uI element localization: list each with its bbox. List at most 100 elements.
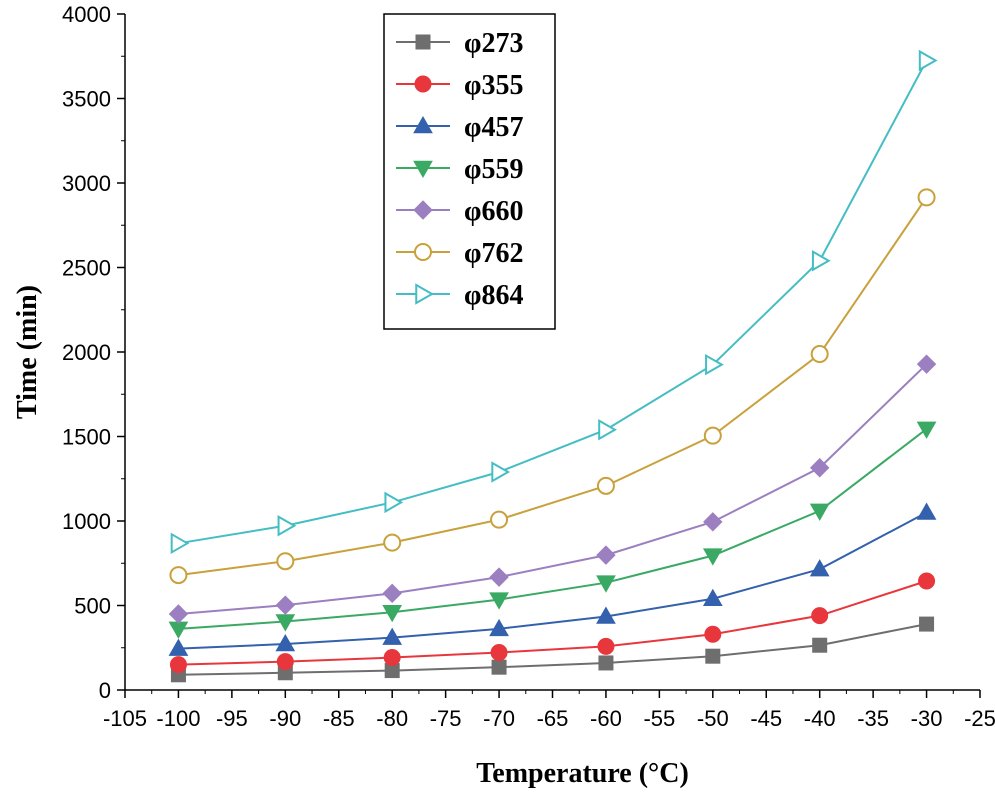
legend-item: φ559 bbox=[396, 154, 523, 185]
y-tick-label: 1000 bbox=[62, 509, 111, 534]
data-point bbox=[596, 575, 616, 593]
data-point bbox=[490, 510, 509, 529]
legend-label: φ355 bbox=[464, 70, 523, 101]
data-point bbox=[491, 659, 507, 675]
series-φ355 bbox=[169, 572, 936, 674]
y-tick-label: 2000 bbox=[62, 340, 111, 365]
data-point bbox=[809, 559, 830, 577]
data-point bbox=[491, 461, 511, 483]
data-point bbox=[597, 637, 615, 655]
series-φ559 bbox=[168, 421, 937, 639]
data-point bbox=[489, 592, 509, 610]
data-point bbox=[596, 476, 615, 495]
legend-marker bbox=[415, 34, 431, 50]
x-axis-title: Temperature (°C) bbox=[476, 758, 689, 789]
data-point bbox=[705, 353, 724, 376]
series-line bbox=[178, 60, 928, 545]
data-point bbox=[811, 250, 831, 272]
y-tick-label: 3000 bbox=[62, 171, 111, 196]
legend-box bbox=[383, 13, 556, 330]
data-point bbox=[169, 566, 188, 585]
data-point bbox=[275, 595, 296, 615]
legend: φ273 φ355 φ457 φ559 φ660 φ762 φ864 bbox=[383, 13, 556, 330]
data-point bbox=[170, 532, 190, 555]
data-point bbox=[489, 567, 509, 587]
data-point bbox=[596, 545, 616, 565]
legend-label: φ273 bbox=[464, 28, 523, 59]
axes: -105 -100 -95 -90 -85 -80 -75 -70 -65 -60 -55 -50 -4… bbox=[62, 2, 995, 731]
data-point bbox=[704, 625, 722, 643]
legend-item: φ660 bbox=[396, 196, 523, 227]
x-tick-label: -90 bbox=[269, 706, 301, 731]
data-point bbox=[276, 552, 295, 571]
data-point bbox=[919, 616, 935, 632]
x-tick-label: -70 bbox=[483, 706, 515, 731]
series-line bbox=[178, 363, 928, 615]
data-point bbox=[275, 634, 296, 652]
y-tick-label: 2500 bbox=[62, 256, 111, 281]
data-point bbox=[382, 583, 402, 604]
data-point bbox=[917, 188, 936, 207]
y-tick-label: 3500 bbox=[62, 87, 111, 112]
legend-item: φ355 bbox=[396, 70, 523, 101]
x-tick-label: -55 bbox=[643, 706, 675, 731]
data-point bbox=[812, 637, 828, 653]
series-layer bbox=[168, 49, 938, 683]
data-point bbox=[489, 618, 509, 637]
data-point bbox=[277, 515, 297, 537]
legend-marker bbox=[413, 115, 433, 134]
legend-label: φ457 bbox=[464, 112, 523, 143]
data-point bbox=[809, 503, 830, 521]
series-line bbox=[178, 428, 928, 630]
data-point bbox=[702, 588, 723, 606]
data-point bbox=[598, 419, 617, 441]
data-point bbox=[705, 648, 721, 664]
legend-item: φ864 bbox=[396, 280, 523, 311]
y-tick-label: 4000 bbox=[62, 2, 111, 27]
x-tick-label: -85 bbox=[323, 706, 355, 731]
x-tick-label: -45 bbox=[750, 706, 782, 731]
data-point bbox=[916, 502, 937, 520]
x-tick-label: -105 bbox=[103, 706, 147, 731]
legend-label: φ762 bbox=[464, 238, 523, 269]
data-point bbox=[168, 621, 189, 639]
legend-marker bbox=[414, 243, 432, 261]
data-point bbox=[598, 655, 614, 671]
legend-label: φ559 bbox=[464, 154, 523, 185]
legend-marker bbox=[415, 283, 435, 305]
x-tick-label: -50 bbox=[697, 706, 729, 731]
x-tick-label: -60 bbox=[590, 706, 622, 731]
data-point bbox=[384, 491, 404, 514]
x-tick-label: -75 bbox=[430, 706, 462, 731]
x-tick-label: -30 bbox=[911, 706, 943, 731]
legend-marker bbox=[414, 75, 432, 93]
series-line bbox=[178, 511, 928, 650]
legend-item: φ762 bbox=[396, 238, 523, 269]
data-point bbox=[811, 607, 829, 625]
y-tick-label: 1500 bbox=[62, 425, 111, 450]
data-point bbox=[918, 49, 938, 72]
series-φ660 bbox=[168, 354, 937, 624]
series-φ762 bbox=[169, 188, 936, 585]
data-point bbox=[810, 345, 829, 364]
legend-marker bbox=[413, 200, 433, 220]
data-point bbox=[702, 548, 723, 566]
legend-label: φ864 bbox=[464, 280, 523, 311]
x-tick-label: -25 bbox=[964, 706, 995, 731]
data-point bbox=[169, 656, 187, 674]
data-point bbox=[703, 512, 723, 532]
data-point bbox=[596, 606, 616, 624]
series-φ273 bbox=[170, 616, 935, 683]
legend-item: φ273 bbox=[396, 28, 523, 59]
data-point bbox=[276, 653, 294, 671]
x-tick-label: -100 bbox=[156, 706, 200, 731]
series-φ457 bbox=[168, 502, 937, 656]
data-point bbox=[383, 649, 401, 667]
x-tick-label: -35 bbox=[857, 706, 889, 731]
y-tick-label: 500 bbox=[74, 594, 111, 619]
y-axis-title: Time (min) bbox=[12, 285, 43, 419]
legend-item: φ457 bbox=[396, 112, 523, 143]
x-tick-label: -95 bbox=[216, 706, 248, 731]
series-line bbox=[178, 196, 928, 577]
